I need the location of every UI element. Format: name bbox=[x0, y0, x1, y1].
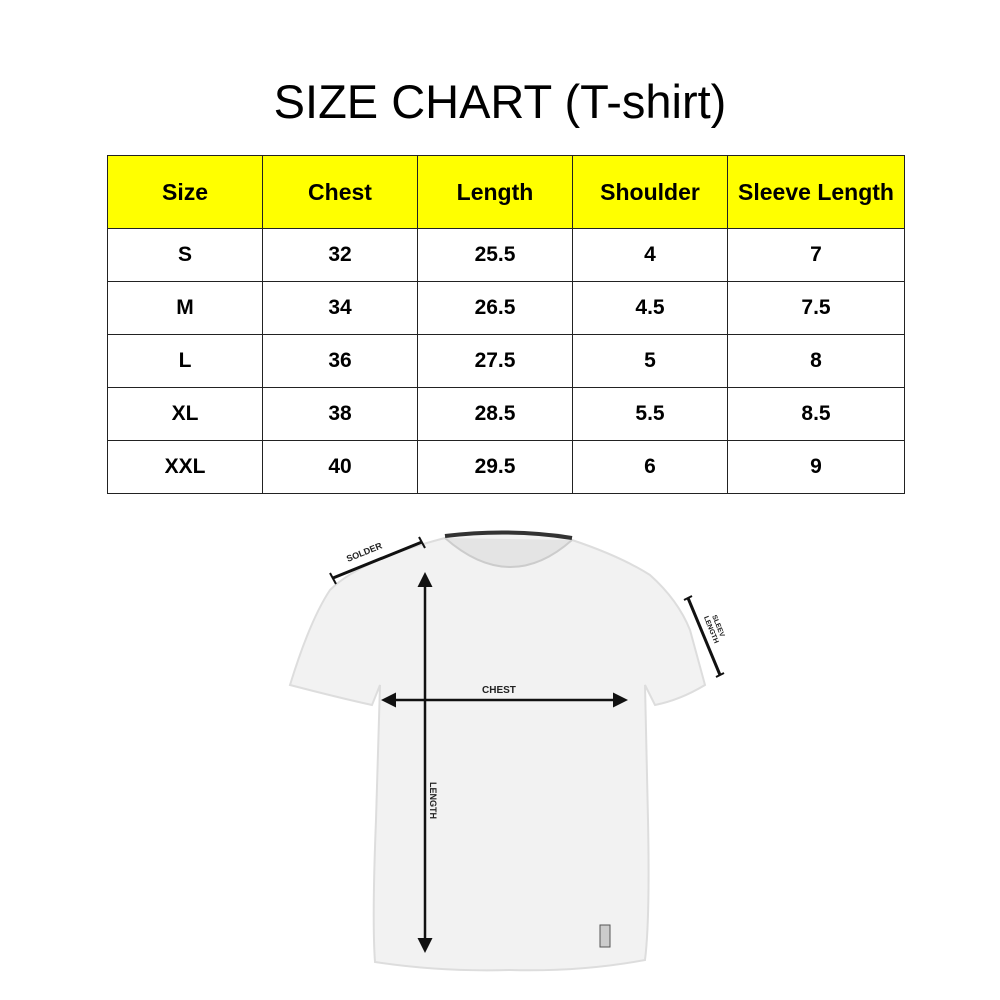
cell: S bbox=[107, 228, 263, 282]
cell: 28.5 bbox=[417, 387, 573, 441]
header-sleeve-length: Sleeve Length bbox=[727, 155, 905, 229]
cell: 6 bbox=[572, 440, 728, 494]
collar bbox=[444, 537, 573, 568]
cell: 40 bbox=[262, 440, 418, 494]
tshirt-diagram: SOLDER LENGTH CHEST SLEEV LENGTH bbox=[288, 530, 725, 972]
table-row: XXL 40 29.5 6 9 bbox=[107, 440, 905, 494]
cell: 8.5 bbox=[727, 387, 905, 441]
tshirt-shape bbox=[288, 533, 707, 972]
size-table: Size Chest Length Shoulder Sleeve Length… bbox=[107, 155, 905, 494]
cell: 25.5 bbox=[417, 228, 573, 282]
cell: 4 bbox=[572, 228, 728, 282]
header-length: Length bbox=[417, 155, 573, 229]
cell: 7.5 bbox=[727, 281, 905, 335]
cell: 8 bbox=[727, 334, 905, 388]
cell: 36 bbox=[262, 334, 418, 388]
tag-logo bbox=[599, 924, 611, 948]
cell: 9 bbox=[727, 440, 905, 494]
cell: 7 bbox=[727, 228, 905, 282]
cell: 32 bbox=[262, 228, 418, 282]
table-row: M 34 26.5 4.5 7.5 bbox=[107, 281, 905, 335]
cell: 5.5 bbox=[572, 387, 728, 441]
sleeve-measure-line bbox=[686, 597, 722, 676]
shoulder-measure-line bbox=[332, 540, 423, 580]
header-size: Size bbox=[107, 155, 263, 229]
cell: 29.5 bbox=[417, 440, 573, 494]
collar-trim bbox=[444, 530, 573, 540]
table-row: XL 38 28.5 5.5 8.5 bbox=[107, 387, 905, 441]
cell: XXL bbox=[107, 440, 263, 494]
cell: 5 bbox=[572, 334, 728, 388]
page-title: SIZE CHART (T-shirt) bbox=[273, 75, 727, 128]
cell: 27.5 bbox=[417, 334, 573, 388]
table-row: S 32 25.5 4 7 bbox=[107, 228, 905, 282]
cell: 34 bbox=[262, 281, 418, 335]
cell: 38 bbox=[262, 387, 418, 441]
header-shoulder: Shoulder bbox=[572, 155, 728, 229]
header-chest: Chest bbox=[262, 155, 418, 229]
table-row: L 36 27.5 5 8 bbox=[107, 334, 905, 388]
cell: M bbox=[107, 281, 263, 335]
cell: 26.5 bbox=[417, 281, 573, 335]
table-header-row: Size Chest Length Shoulder Sleeve Length bbox=[107, 155, 905, 229]
chest-label: CHEST bbox=[482, 685, 516, 696]
cell: XL bbox=[107, 387, 263, 441]
cell: L bbox=[107, 334, 263, 388]
length-label: LENGTH bbox=[428, 782, 438, 819]
cell: 4.5 bbox=[572, 281, 728, 335]
